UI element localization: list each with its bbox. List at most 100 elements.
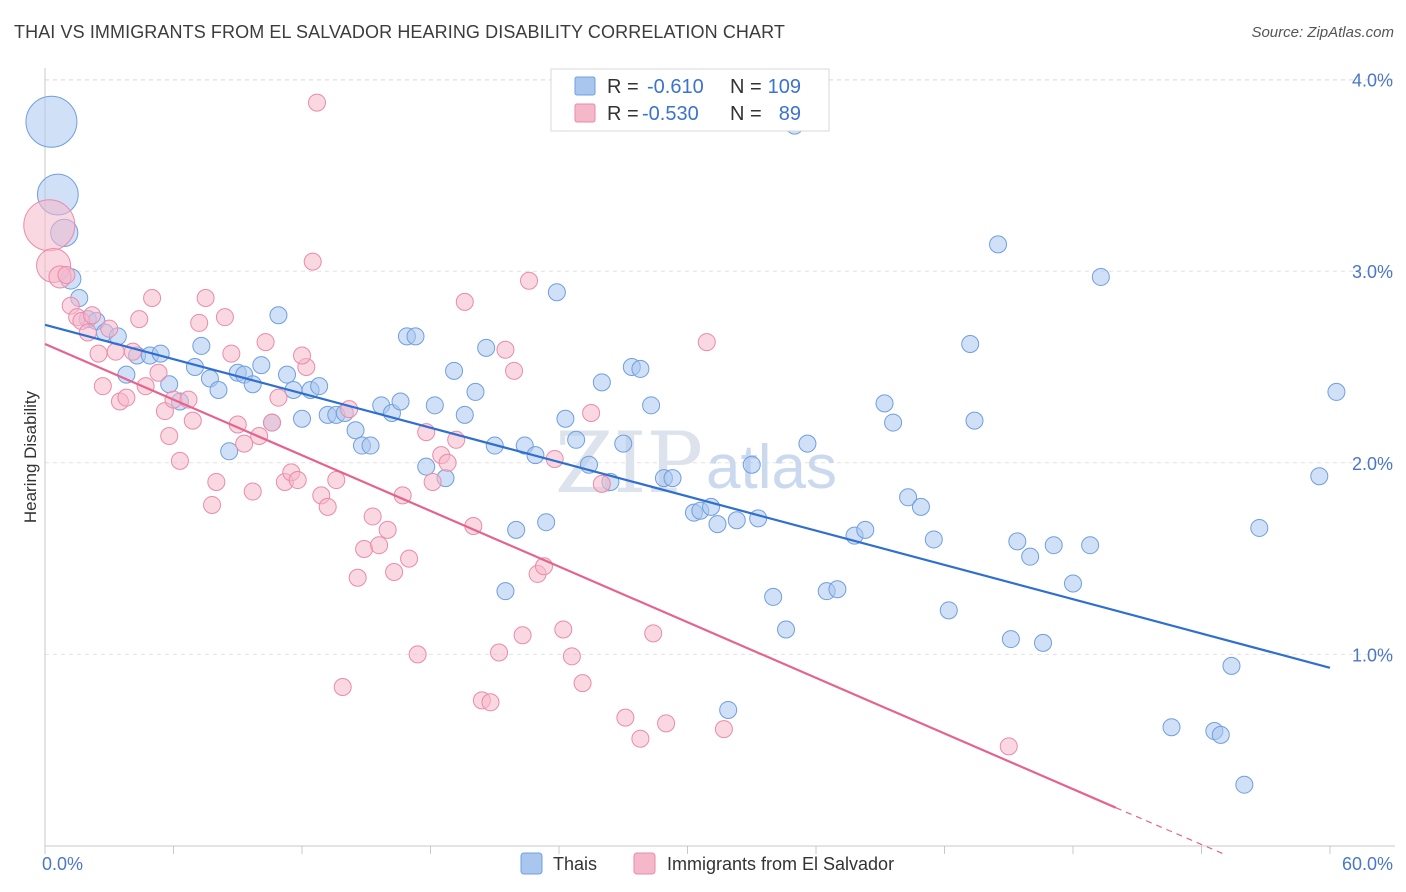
data-point <box>1081 536 1100 555</box>
data-point <box>1091 267 1110 286</box>
data-point <box>303 252 322 271</box>
data-point <box>496 582 515 601</box>
bottom-legend-swatch-thais <box>520 852 543 875</box>
data-point <box>438 453 457 472</box>
data-point <box>170 451 189 470</box>
data-point <box>719 700 738 719</box>
legend-r-value-el-salvador: -0.530 <box>642 103 699 125</box>
data-point <box>466 382 485 401</box>
data-point <box>269 306 288 325</box>
data-point <box>445 361 464 380</box>
data-point <box>924 530 943 549</box>
data-point <box>190 313 209 332</box>
data-point <box>1034 633 1053 652</box>
legend-n-label: N = <box>730 76 762 98</box>
data-point <box>1222 656 1241 675</box>
data-point <box>989 235 1008 254</box>
data-point <box>490 643 509 662</box>
data-point <box>899 488 918 507</box>
data-point <box>361 436 380 455</box>
data-point <box>481 693 500 712</box>
trend-lines <box>44 323 1331 855</box>
bottom-legend-label-thais: Thais <box>553 854 597 874</box>
data-point <box>455 292 474 311</box>
data-point <box>160 426 179 445</box>
data-point <box>614 434 633 453</box>
data-point <box>149 363 168 382</box>
data-point <box>423 472 442 491</box>
data-point <box>965 411 984 430</box>
data-point <box>961 335 980 354</box>
data-point <box>657 714 676 733</box>
data-point <box>288 471 307 490</box>
data-point <box>631 729 650 748</box>
watermark-zip: ZIP <box>555 414 703 512</box>
data-point <box>828 580 847 599</box>
y-tick-label: 1.0% <box>1352 645 1393 665</box>
data-point <box>582 403 601 422</box>
legend-swatch-thais <box>574 76 596 96</box>
data-point <box>856 520 875 539</box>
data-point <box>1001 630 1020 649</box>
data-point <box>23 199 76 252</box>
data-point <box>911 497 930 516</box>
series-immigrants-el-salvador <box>23 93 1018 756</box>
data-point <box>777 620 796 639</box>
source-credit: Source: ZipAtlas.com <box>1251 24 1394 41</box>
data-point <box>1044 536 1063 555</box>
data-point <box>477 338 496 357</box>
y-tick-label: 4.0% <box>1352 71 1393 91</box>
data-point <box>370 536 389 555</box>
data-point <box>496 340 515 359</box>
data-point <box>455 405 474 424</box>
data-point <box>385 563 404 582</box>
data-point <box>592 373 611 392</box>
data-point <box>764 587 783 606</box>
data-point <box>1162 718 1181 737</box>
data-point <box>425 396 444 415</box>
data-point <box>513 626 532 645</box>
data-point <box>1250 518 1269 537</box>
watermark-atlas: atlas <box>706 433 837 502</box>
data-point <box>333 677 352 696</box>
data-point <box>939 601 958 620</box>
y-tick-label: 2.0% <box>1352 454 1393 474</box>
data-point <box>592 474 611 493</box>
data-point <box>875 394 894 413</box>
data-point <box>616 708 635 727</box>
data-point <box>400 549 419 568</box>
data-point <box>547 283 566 302</box>
data-point <box>1021 547 1040 566</box>
data-point <box>408 645 427 664</box>
data-point <box>562 647 581 666</box>
data-point <box>143 289 162 308</box>
data-point <box>1310 467 1329 486</box>
data-point <box>183 411 202 430</box>
bottom-legend: Thais Immigrants from El Salvador <box>520 852 894 875</box>
data-point <box>348 568 367 587</box>
data-point <box>196 289 215 308</box>
data-point <box>1235 775 1254 794</box>
data-point <box>307 93 326 112</box>
data-point <box>1064 574 1082 593</box>
data-point <box>1327 382 1346 401</box>
series-thais <box>25 95 1346 794</box>
data-point <box>573 674 592 693</box>
data-point <box>89 344 108 363</box>
data-point <box>749 509 768 528</box>
data-point <box>554 620 573 639</box>
data-point <box>243 482 262 501</box>
data-point <box>192 336 211 355</box>
legend-n-value-el-salvador: 89 <box>779 103 801 125</box>
data-point <box>631 359 650 378</box>
data-point <box>263 413 282 432</box>
data-point <box>117 388 136 407</box>
data-point <box>884 413 903 432</box>
data-point <box>644 624 663 643</box>
data-point <box>567 430 586 449</box>
bottom-legend-swatch-el-salvador <box>633 852 656 875</box>
data-point <box>697 333 716 352</box>
y-axis-title: Hearing Disability <box>21 390 40 523</box>
data-point <box>642 396 661 415</box>
